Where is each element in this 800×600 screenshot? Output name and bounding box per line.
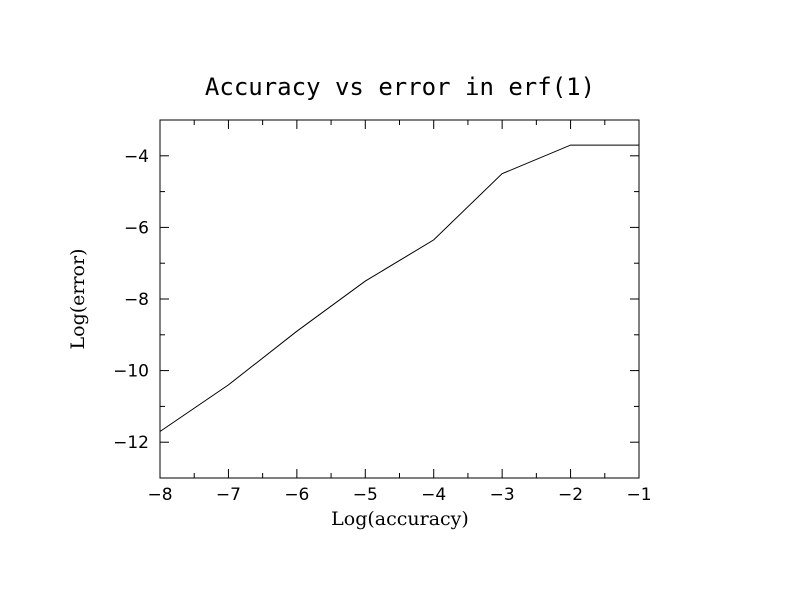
series-group (159, 144, 639, 432)
plot-frame (159, 119, 640, 479)
x-tick-label: −2 (558, 485, 583, 505)
axis-ticks (159, 119, 640, 479)
x-tick-label: −5 (353, 485, 378, 505)
chart-title: Accuracy vs error in erf(1) (205, 73, 595, 101)
y-tick-label: −6 (124, 218, 149, 238)
y-tick-labels: −12 −10 −8 −6 −4 (113, 147, 149, 453)
y-tick-label: −10 (113, 362, 149, 382)
y-tick-label: −8 (124, 290, 149, 310)
x-tick-label: −7 (216, 485, 241, 505)
x-tick-label: −4 (421, 485, 446, 505)
x-tick-label: −8 (147, 485, 172, 505)
y-tick-label: −12 (113, 433, 149, 453)
y-tick-label: −4 (124, 147, 149, 167)
y-axis-label: Log(error) (67, 249, 89, 350)
x-tick-label: −1 (626, 485, 651, 505)
x-tick-label: −3 (490, 485, 515, 505)
x-axis-label: Log(accuracy) (331, 508, 469, 530)
x-tick-label: −6 (284, 485, 309, 505)
x-tick-labels: −8 −7 −6 −5 −4 −3 −2 −1 (147, 485, 651, 505)
series-line (159, 144, 639, 432)
